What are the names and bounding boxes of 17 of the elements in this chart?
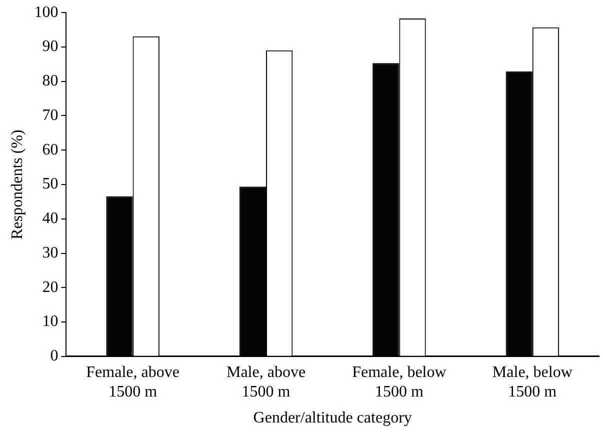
x-tick-label: Male, above 1500 m xyxy=(226,364,306,400)
y-tick-label: 30 xyxy=(42,244,58,262)
y-tick-label: 40 xyxy=(42,210,58,228)
y-tick-label: 80 xyxy=(42,72,58,90)
y-tick-label: 50 xyxy=(42,176,58,193)
y-tick-label: 10 xyxy=(42,313,58,330)
y-tick-label: 0 xyxy=(50,348,58,365)
x-tick-label: Female, below 1500 m xyxy=(352,364,447,400)
y-tick-label: 20 xyxy=(42,278,58,296)
y-axis-title: Respondents (%) xyxy=(8,130,26,240)
x-axis-title: Gender/altitude category xyxy=(253,410,412,427)
y-tick-label: 90 xyxy=(42,38,58,56)
y-tick-label: 100 xyxy=(34,4,58,21)
x-tick-label: Male, below 1500 m xyxy=(492,364,573,400)
y-tick-label: 70 xyxy=(42,106,58,124)
y-tick-label: 60 xyxy=(42,141,58,158)
x-tick-label: Female, above 1500 m xyxy=(86,364,180,400)
